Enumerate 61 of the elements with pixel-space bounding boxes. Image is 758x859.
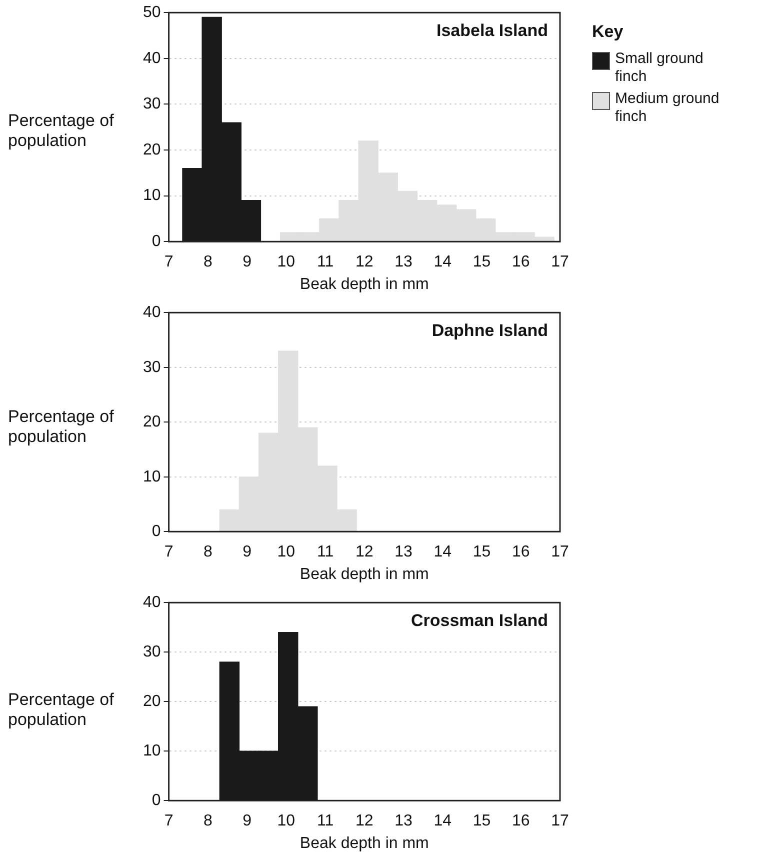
x-tick-label: 15 xyxy=(472,254,491,271)
y-tick-label: 10 xyxy=(143,468,161,486)
y-tick-label: 40 xyxy=(143,304,161,322)
x-tick-label: 12 xyxy=(356,254,374,271)
legend-label: Small ground finch xyxy=(615,50,704,86)
x-tick-label: 9 xyxy=(242,254,252,271)
x-tick-label: 10 xyxy=(277,544,296,561)
y-tick-label: 0 xyxy=(152,792,161,810)
x-tick-label: 16 xyxy=(512,254,530,271)
x-tick-label: 16 xyxy=(512,544,530,561)
y-tick-label: 40 xyxy=(143,50,161,67)
x-tick-label: 14 xyxy=(434,254,452,271)
x-tick-label: 11 xyxy=(316,812,334,830)
x-axis-title: Beak depth in mm xyxy=(300,834,429,852)
y-axis-title: Percentage of population xyxy=(8,690,114,729)
x-tick-label: 17 xyxy=(551,544,569,561)
x-tick-label: 9 xyxy=(242,812,252,830)
y-tick-label: 40 xyxy=(143,594,161,612)
x-tick-label: 8 xyxy=(203,544,212,561)
y-tick-label: 20 xyxy=(143,141,161,158)
x-tick-label: 8 xyxy=(203,812,212,830)
y-tick-label: 50 xyxy=(143,4,161,22)
text: Crossman Island xyxy=(411,610,548,630)
text: Isabela Island xyxy=(436,20,548,40)
x-tick-label: 9 xyxy=(242,544,252,561)
y-tick-label: 30 xyxy=(143,644,161,661)
y-tick-label: 0 xyxy=(152,523,161,540)
x-tick-label: 10 xyxy=(277,812,296,830)
legend-label: Medium ground finch xyxy=(615,90,720,126)
x-tick-label: 14 xyxy=(434,812,452,830)
x-axis-title: Beak depth in mm xyxy=(300,276,429,293)
x-tick-label: 15 xyxy=(472,544,491,561)
x-tick-label: 7 xyxy=(164,254,174,271)
x-tick-label: 16 xyxy=(512,812,530,830)
x-tick-label: 12 xyxy=(356,544,374,561)
x-tick-label: 17 xyxy=(551,812,569,830)
y-tick-label: 0 xyxy=(152,233,161,250)
text: Daphne Island xyxy=(432,320,548,340)
x-tick-label: 13 xyxy=(394,812,413,830)
x-tick-label: 7 xyxy=(164,544,174,561)
x-tick-label: 8 xyxy=(203,254,212,271)
x-tick-label: 17 xyxy=(551,254,569,271)
y-tick-label: 30 xyxy=(143,96,161,113)
x-tick-label: 12 xyxy=(356,812,374,830)
y-tick-label: 10 xyxy=(143,187,161,204)
x-tick-label: 11 xyxy=(316,544,334,561)
y-axis-title: Percentage of population xyxy=(8,111,114,150)
x-tick-label: 14 xyxy=(434,544,452,561)
x-tick-label: 13 xyxy=(394,254,413,271)
y-axis-title: Percentage of population xyxy=(8,407,114,446)
y-tick-label: 20 xyxy=(143,693,161,710)
x-tick-label: 7 xyxy=(164,812,174,830)
y-tick-label: 10 xyxy=(143,742,161,760)
x-tick-label: 10 xyxy=(277,254,296,271)
x-tick-label: 13 xyxy=(394,544,413,561)
y-tick-label: 20 xyxy=(143,414,161,431)
x-tick-label: 15 xyxy=(472,812,491,830)
x-tick-label: 11 xyxy=(316,254,334,271)
y-tick-label: 30 xyxy=(143,358,161,376)
legend-title: Key xyxy=(592,22,624,42)
x-axis-title: Beak depth in mm xyxy=(300,566,429,583)
